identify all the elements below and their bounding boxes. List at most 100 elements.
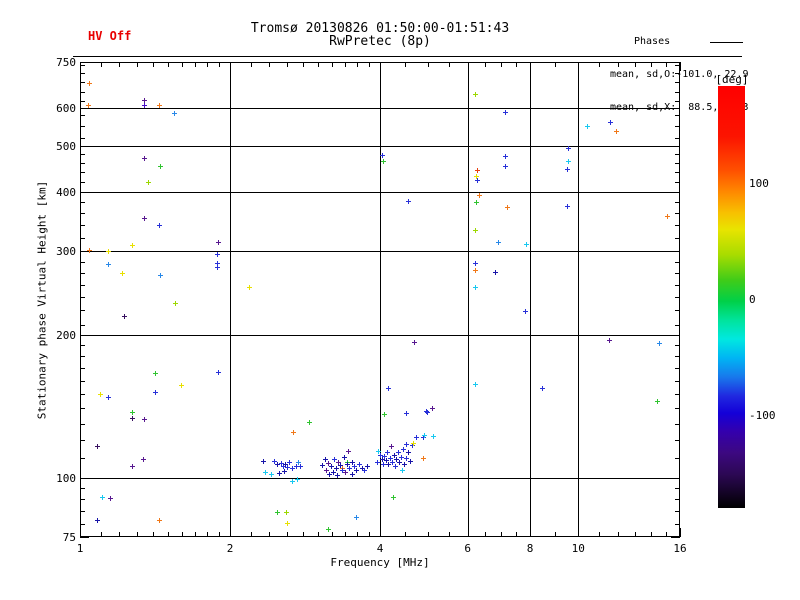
- axis-tick: [152, 532, 154, 537]
- axis-tick: [675, 272, 680, 274]
- axis-tick: [80, 191, 89, 193]
- axis-tick: [181, 532, 183, 537]
- axis-tick: [675, 261, 680, 263]
- scatter-point: [284, 465, 290, 470]
- scatter-point: [364, 464, 370, 470]
- axis-tick: [428, 62, 430, 67]
- axis-tick: [250, 532, 252, 537]
- axis-tick: [218, 62, 220, 67]
- axis-tick: [635, 532, 637, 537]
- scatter-point: [95, 518, 101, 524]
- scatter-point: [293, 464, 299, 470]
- scatter-point: [326, 471, 332, 477]
- scatter-point: [322, 456, 328, 462]
- scatter-point: [86, 81, 92, 87]
- phase-stats-line-o: mean, sd,O:-101.0, 22.9: [610, 69, 749, 80]
- scatter-point: [401, 462, 407, 468]
- y-tick-label: 200: [56, 328, 76, 342]
- axis-tick: [501, 62, 503, 67]
- scatter-point: [492, 269, 498, 275]
- scatter-point: [400, 467, 406, 473]
- scatter-point: [325, 527, 331, 533]
- scatter-point: [215, 369, 221, 375]
- axis-tick: [80, 137, 85, 139]
- scatter-point: [247, 284, 253, 290]
- scatter-point: [384, 450, 390, 456]
- axis-tick: [167, 532, 169, 537]
- colorbar-tick-label: -100: [749, 409, 776, 423]
- scatter-point: [99, 495, 105, 501]
- scatter-point: [121, 313, 127, 319]
- scatter-point: [408, 459, 414, 464]
- axis-tick: [100, 62, 102, 67]
- scatter-point: [323, 467, 329, 473]
- axis-tick: [80, 423, 85, 425]
- axis-tick: [80, 511, 85, 513]
- axis-tick: [230, 528, 231, 537]
- scatter-point: [353, 467, 359, 473]
- scatter-point: [381, 454, 387, 460]
- axis-tick: [675, 225, 680, 227]
- scatter-point: [346, 465, 352, 471]
- axis-tick: [675, 82, 680, 84]
- axis-tick: [675, 125, 680, 127]
- axis-tick: [80, 284, 85, 286]
- axis-tick: [675, 73, 680, 75]
- scatter-point: [504, 204, 510, 210]
- scatter-point: [262, 469, 268, 475]
- axis-tick: [317, 62, 319, 67]
- axis-tick: [218, 532, 220, 537]
- axis-tick: [80, 213, 85, 215]
- scatter-point: [472, 261, 478, 267]
- y-tick-label: 400: [56, 185, 76, 199]
- gridline-horizontal: [80, 477, 680, 479]
- scatter-point: [400, 447, 406, 452]
- axis-tick: [331, 62, 333, 67]
- axis-tick: [578, 62, 580, 71]
- scatter-point: [339, 467, 345, 473]
- axis-tick: [80, 537, 89, 538]
- x-axis-title: Frequency [MHz]: [330, 556, 430, 569]
- scatter-point: [383, 458, 389, 464]
- axis-tick: [194, 532, 196, 537]
- scatter-point: [473, 173, 479, 179]
- y-tick-label: 500: [56, 139, 76, 153]
- axis-tick: [617, 62, 619, 67]
- axis-tick: [80, 394, 85, 395]
- axis-tick: [80, 477, 89, 479]
- header-rule: [73, 56, 742, 57]
- colorbar-tick-label: 0: [749, 293, 756, 307]
- scatter-point: [337, 463, 343, 469]
- axis-tick: [675, 101, 680, 103]
- scatter-point: [564, 204, 570, 210]
- axis-tick: [671, 62, 680, 63]
- scatter-point: [328, 464, 334, 470]
- scatter-point: [331, 456, 337, 462]
- scatter-point: [284, 520, 290, 526]
- scatter-point: [608, 119, 614, 125]
- scatter-point: [345, 448, 351, 454]
- axis-tick: [680, 528, 681, 537]
- axis-tick: [80, 154, 85, 156]
- axis-tick: [675, 457, 680, 459]
- axis-tick: [302, 62, 304, 67]
- scatter-point: [413, 434, 419, 440]
- scatter-point: [405, 199, 411, 205]
- scatter-point: [286, 459, 292, 465]
- scatter-point: [341, 455, 347, 461]
- axis-tick: [152, 62, 154, 67]
- axis-tick: [675, 324, 680, 326]
- axis-tick: [675, 523, 680, 525]
- axis-tick: [675, 394, 680, 395]
- axis-tick: [357, 532, 359, 537]
- axis-tick: [80, 380, 85, 382]
- scatter-point: [474, 167, 480, 173]
- x-tick-label: 16: [673, 542, 687, 555]
- scatter-point: [403, 441, 409, 447]
- scatter-point: [655, 399, 661, 404]
- plot-subtitle: RwPretec (8p): [329, 34, 431, 49]
- scatter-point: [385, 462, 391, 468]
- scatter-point: [108, 496, 114, 502]
- scatter-point: [665, 213, 671, 219]
- axis-tick: [380, 528, 381, 537]
